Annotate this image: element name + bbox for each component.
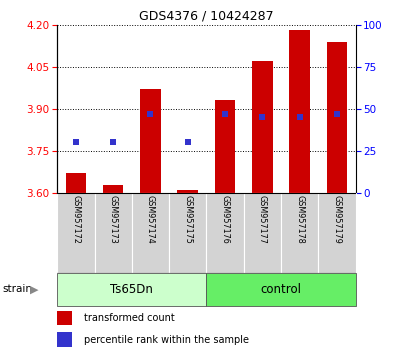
Bar (207, 273, 356, 306)
Text: GSM957172: GSM957172 (71, 195, 81, 244)
Bar (140, 89, 161, 193)
Bar (66, 173, 86, 193)
Bar (94, 193, 132, 273)
Text: GSM957176: GSM957176 (220, 195, 229, 244)
Text: control: control (260, 283, 301, 296)
Text: percentile rank within the sample: percentile rank within the sample (84, 335, 249, 345)
Bar (57, 332, 71, 347)
Title: GDS4376 / 10424287: GDS4376 / 10424287 (139, 9, 274, 22)
Bar (103, 184, 124, 193)
Text: GSM957175: GSM957175 (183, 195, 192, 244)
Text: transformed count: transformed count (84, 313, 175, 323)
Text: GSM957179: GSM957179 (332, 195, 341, 244)
Bar (132, 193, 169, 273)
Bar (327, 42, 347, 193)
Text: GSM957178: GSM957178 (295, 195, 304, 244)
Bar (169, 193, 206, 273)
Text: strain: strain (2, 284, 32, 295)
Text: Ts65Dn: Ts65Dn (110, 283, 153, 296)
Bar (207, 193, 244, 273)
Text: GSM957177: GSM957177 (258, 195, 267, 244)
Text: GSM957174: GSM957174 (146, 195, 155, 244)
Bar (244, 193, 281, 273)
Bar (177, 190, 198, 193)
Bar (289, 30, 310, 193)
Bar (57, 311, 71, 325)
Bar (57, 273, 207, 306)
Text: GSM957173: GSM957173 (109, 195, 118, 244)
Text: ▶: ▶ (30, 284, 38, 295)
Bar (318, 193, 356, 273)
Bar (57, 193, 94, 273)
Bar (252, 61, 273, 193)
Bar (281, 193, 318, 273)
Bar (215, 101, 235, 193)
